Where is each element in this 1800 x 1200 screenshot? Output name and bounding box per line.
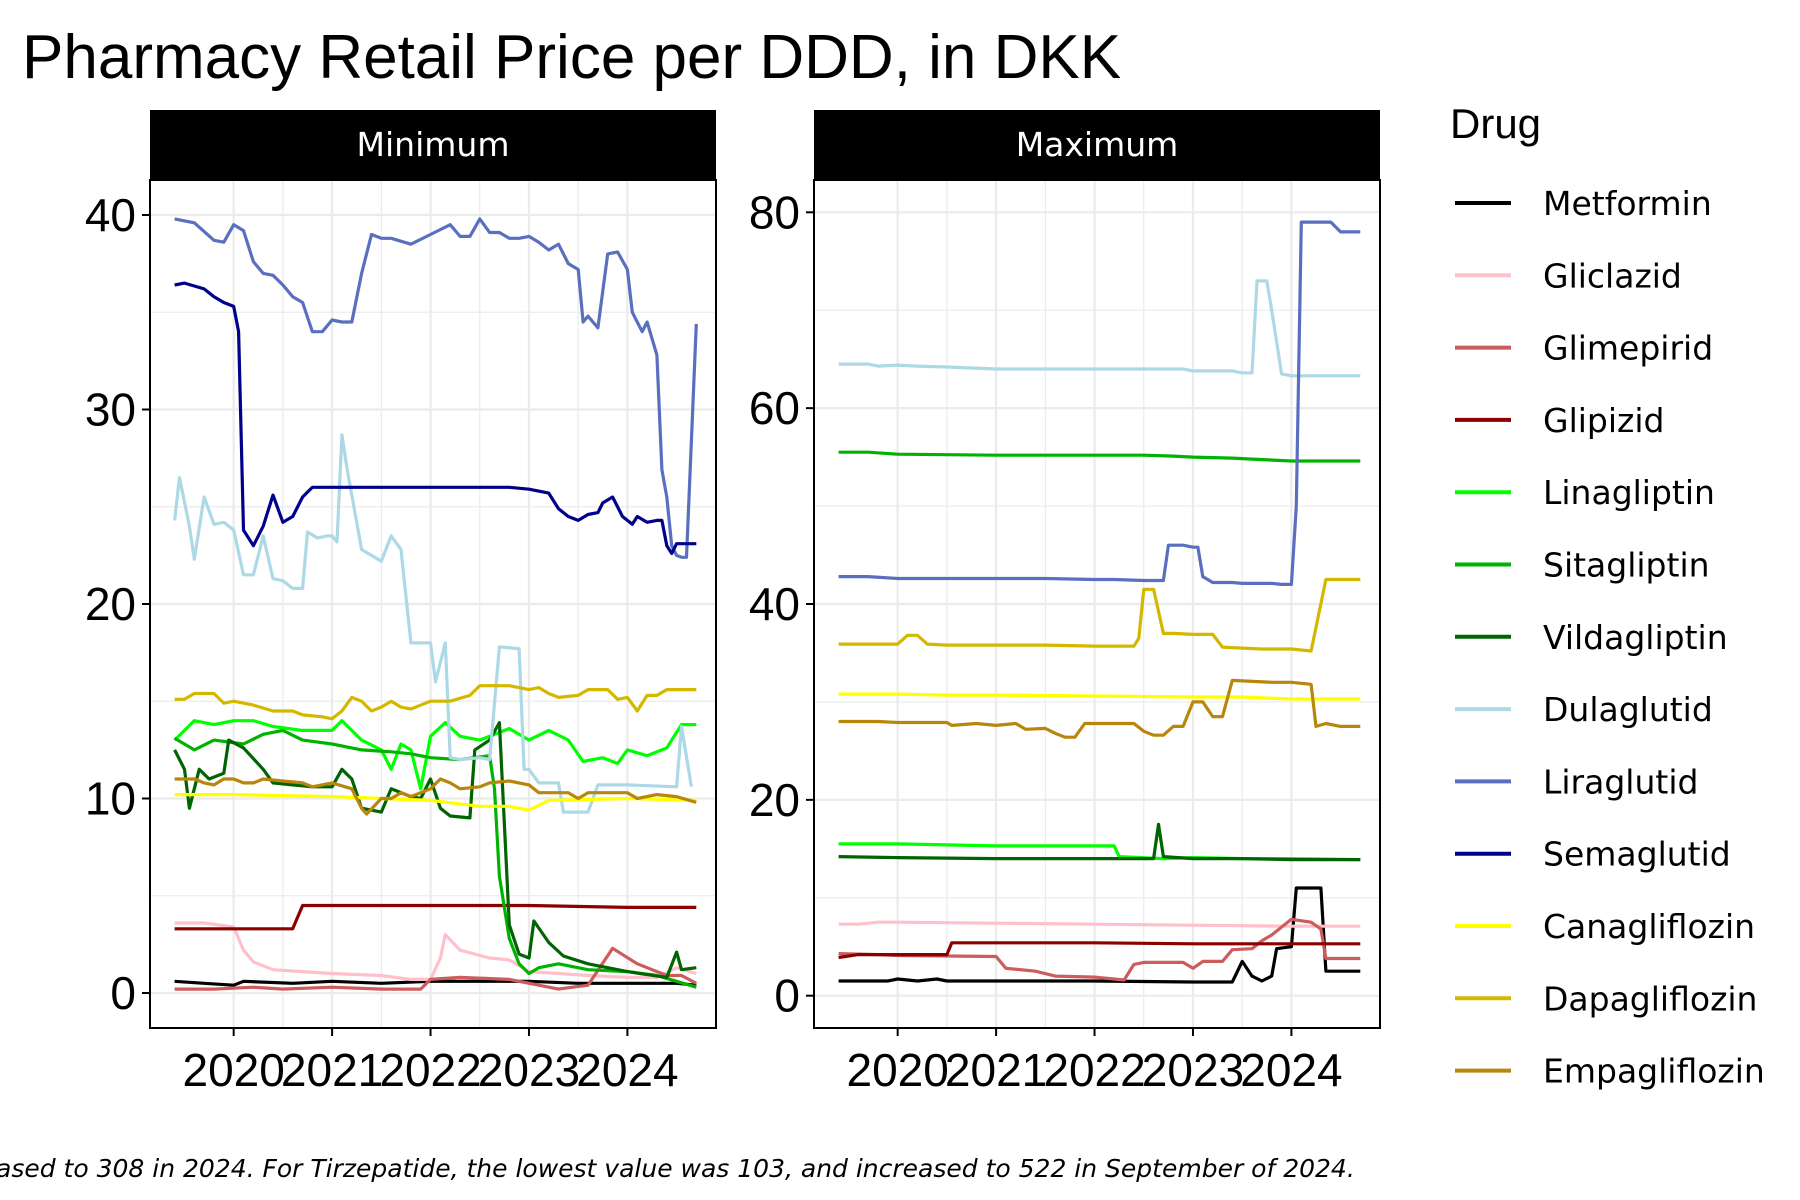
legend-label: Metformin <box>1543 184 1712 223</box>
series-line-liraglutid <box>174 217 698 559</box>
legend-item-gliclazid: Gliclazid <box>1455 256 1682 295</box>
x-tick-label: 2024 <box>1240 1044 1342 1096</box>
x-tick-label: 2021 <box>281 1044 383 1096</box>
legend-item-linagliptin: Linagliptin <box>1455 473 1715 512</box>
legend-item-dapagliflozin: Dapagliflozin <box>1455 979 1757 1018</box>
series-line-gliclazid <box>174 921 697 981</box>
y-tick-label: 20 <box>749 774 800 826</box>
x-tick-label: 2023 <box>478 1044 580 1096</box>
chart-caption: ased to 308 in 2024. For Tirzepatide, th… <box>0 1154 1355 1183</box>
legend-label: Canagliflozin <box>1543 907 1755 946</box>
series-line-linagliptin <box>173 719 697 791</box>
legend-label: Semaglutid <box>1543 835 1731 874</box>
series-line-sitagliptin <box>173 728 697 989</box>
legend-item-sitagliptin: Sitagliptin <box>1455 546 1710 585</box>
x-tick-label: 2022 <box>1043 1044 1145 1096</box>
series-line-dulaglutid <box>838 279 1361 378</box>
legend-item-vildagliptin: Vildagliptin <box>1455 618 1728 657</box>
strip-label-minimum: Minimum <box>357 125 510 164</box>
series-line-sitagliptin <box>838 450 1361 463</box>
x-tick-label: 2023 <box>1142 1044 1244 1096</box>
series-line-dapagliflozin <box>838 577 1361 653</box>
strip-label-maximum: Maximum <box>1016 125 1179 164</box>
legend-item-empagliflozin: Empagliflozin <box>1455 1052 1765 1091</box>
series-group-maximum <box>838 220 1361 984</box>
legend-item-glimepirid: Glimepirid <box>1455 329 1713 368</box>
y-tick-label: 60 <box>749 382 800 434</box>
series-line-canagliflozin <box>174 793 697 812</box>
y-tick-label: 80 <box>749 186 800 238</box>
legend-item-metformin: Metformin <box>1455 184 1712 223</box>
chart-title: Pharmacy Retail Price per DDD, in DKK <box>22 23 1121 92</box>
legend-item-canagliflozin: Canagliflozin <box>1455 907 1755 946</box>
strip-maximum <box>814 110 1380 180</box>
legend-label: Dulaglutid <box>1543 690 1713 729</box>
x-tick-label: 2020 <box>182 1044 284 1096</box>
series-line-liraglutid <box>838 220 1361 586</box>
legend-label: Linagliptin <box>1543 473 1715 512</box>
legend-label: Vildagliptin <box>1543 618 1728 657</box>
y-tick-label: 40 <box>85 189 136 241</box>
legend: Drug Metformin Gliclazid Glimepirid Glipizi… <box>1450 100 1765 1091</box>
x-tick-label: 2024 <box>576 1044 678 1096</box>
strip-minimum <box>150 110 716 180</box>
x-tick-label: 2020 <box>846 1044 948 1096</box>
series-group-minimum <box>173 217 698 991</box>
grid-maximum <box>814 180 1380 1028</box>
series-line-empagliflozin <box>838 678 1361 739</box>
grid-minimum <box>150 180 716 1028</box>
legend-label: Empagliflozin <box>1543 1052 1765 1091</box>
y-tick-label: 0 <box>774 970 800 1022</box>
legend-label: Glimepirid <box>1543 329 1713 368</box>
legend-label: Sitagliptin <box>1543 546 1710 585</box>
series-line-semaglutid <box>174 281 697 555</box>
legend-item-dulaglutid: Dulaglutid <box>1455 690 1713 729</box>
series-line-vildagliptin <box>838 822 1361 862</box>
legend-label: Glipizid <box>1543 401 1664 440</box>
series-line-glipizid <box>838 941 1361 960</box>
series-line-glimepirid <box>174 946 698 991</box>
x-tick-label: 2021 <box>945 1044 1047 1096</box>
legend-item-glipizid: Glipizid <box>1455 401 1664 440</box>
y-tick-label: 0 <box>110 967 136 1019</box>
y-tick-label: 20 <box>85 578 136 630</box>
series-line-empagliflozin <box>174 777 697 816</box>
series-line-dapagliflozin <box>174 684 697 721</box>
series-line-metformin <box>838 886 1361 984</box>
series-line-dulaglutid <box>173 433 693 814</box>
legend-item-semaglutid: Semaglutid <box>1455 835 1731 874</box>
y-tick-label: 10 <box>85 772 136 824</box>
series-line-canagliflozin <box>838 692 1361 701</box>
series-line-gliclazid <box>838 920 1361 928</box>
y-tick-label: 40 <box>749 578 800 630</box>
series-line-glimepirid <box>838 917 1361 982</box>
legend-label: Gliclazid <box>1543 256 1682 295</box>
series-line-glipizid <box>174 903 697 931</box>
y-tick-label: 30 <box>85 384 136 436</box>
legend-label: Dapagliflozin <box>1543 979 1757 1018</box>
series-line-metformin <box>174 979 697 987</box>
legend-item-liraglutid: Liraglutid <box>1455 762 1698 801</box>
x-tick-label: 2022 <box>379 1044 481 1096</box>
legend-label: Liraglutid <box>1543 762 1698 801</box>
legend-title: Drug <box>1450 100 1541 147</box>
